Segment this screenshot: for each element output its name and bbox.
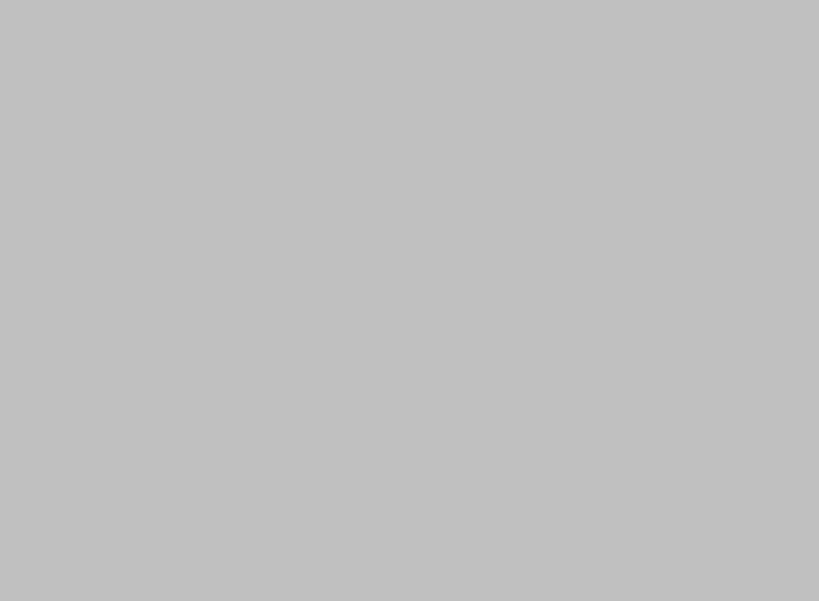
- chart-canvas[interactable]: [0, 0, 819, 601]
- tradesignal-chart-window: [0, 0, 819, 601]
